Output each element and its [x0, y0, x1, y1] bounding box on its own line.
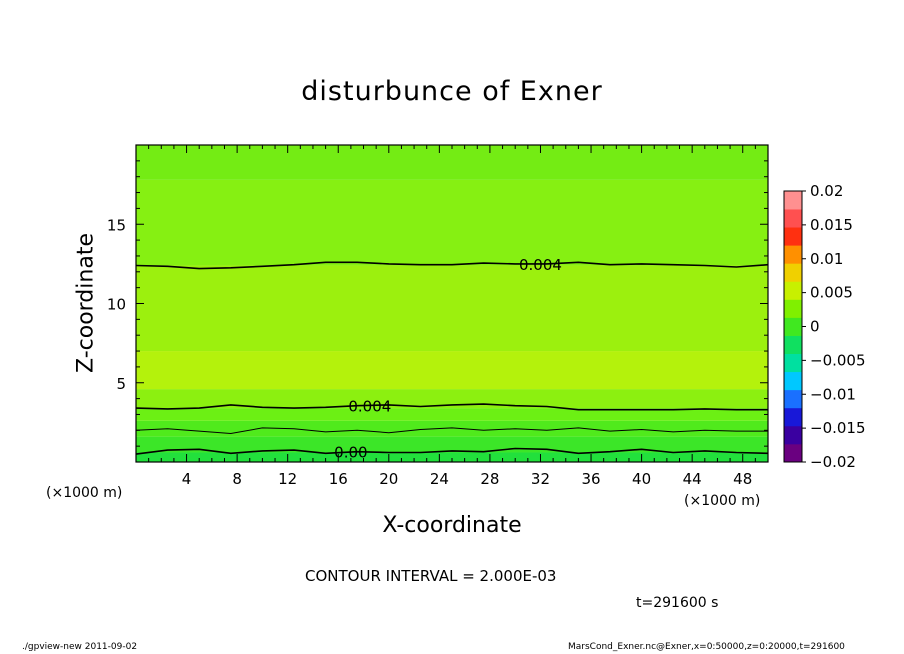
x-tick-label: 4 [182, 470, 192, 488]
colorbar-swatch [784, 191, 802, 210]
x-axis-unit: (×1000 m) [684, 493, 761, 509]
contour-label: 0.004 [348, 398, 391, 416]
x-axis-label: X-coordinate [382, 513, 522, 538]
colorbar-tick-label: 0.02 [810, 182, 843, 200]
colorbar-tick-label: −0.01 [810, 385, 856, 403]
field-band [136, 408, 768, 421]
x-tick-label: 28 [480, 470, 499, 488]
colorbar-swatch [784, 317, 802, 336]
field-band [136, 351, 768, 390]
y-tick-label: 15 [107, 216, 126, 234]
x-tick-label: 20 [379, 470, 398, 488]
field-band [136, 265, 768, 352]
x-tick-label: 8 [232, 470, 242, 488]
contour-line [135, 261, 769, 270]
contour-label: 0.00 [334, 444, 367, 462]
colorbar-swatch [784, 443, 802, 463]
contour-line [135, 447, 769, 455]
colorbar-swatch [784, 227, 802, 246]
x-tick-label: 16 [329, 470, 348, 488]
time-stamp: t=291600 s [636, 595, 719, 611]
colorbar-swatch [784, 389, 802, 409]
y-tick-label: 10 [107, 296, 126, 314]
colorbar-swatch [784, 281, 802, 300]
x-tick-label: 48 [733, 470, 752, 488]
field-band [136, 436, 768, 453]
field-band [136, 420, 768, 437]
colorbar-swatch [784, 353, 802, 373]
y-axis-label: Z-coordinate [73, 233, 99, 373]
colorbar-tick-label: 0.01 [810, 250, 843, 268]
x-tick-label: 40 [632, 470, 651, 488]
field-band [136, 389, 768, 409]
colorbar-swatch [784, 299, 802, 318]
colorbar-swatch [784, 245, 802, 264]
colorbar-tick-label: −0.02 [810, 453, 856, 471]
colorbar-swatch [784, 425, 802, 445]
x-tick-label: 44 [683, 470, 702, 488]
colorbar-tick-label: −0.005 [810, 351, 866, 369]
contour-line [135, 403, 768, 411]
chart-title: disturbunce of Exner [301, 76, 603, 107]
y-tick-label: 5 [116, 375, 126, 393]
x-tick-label: 24 [430, 470, 449, 488]
colorbar-tick-label: −0.015 [810, 419, 866, 437]
footer-left-text: ./gpview-new 2011-09-02 [22, 642, 138, 652]
x-tick-label: 12 [278, 470, 297, 488]
colorbar-tick-label: 0.005 [810, 284, 853, 302]
colorbar-swatch [784, 407, 802, 427]
colorbar-tick-label: 0 [810, 318, 820, 336]
y-axis-unit: (×1000 m) [46, 485, 123, 501]
footer-right-text: MarsCond_Exner.nc@Exner,x=0:50000,z=0:20… [568, 642, 845, 652]
colorbar-tick-label: 0.015 [810, 216, 853, 234]
field-band [136, 452, 768, 462]
colorbar-swatch [784, 371, 802, 391]
colorbar-swatch [784, 263, 802, 282]
contour-line [135, 427, 768, 435]
colorbar-swatch [784, 335, 802, 354]
field-band [136, 179, 768, 266]
colorbar-swatch [784, 209, 802, 228]
x-tick-label: 32 [531, 470, 550, 488]
contour-interval-note: CONTOUR INTERVAL = 2.000E-03 [305, 567, 557, 585]
field-band [136, 145, 768, 180]
x-tick-label: 36 [581, 470, 600, 488]
contour-label: 0.004 [519, 256, 562, 274]
